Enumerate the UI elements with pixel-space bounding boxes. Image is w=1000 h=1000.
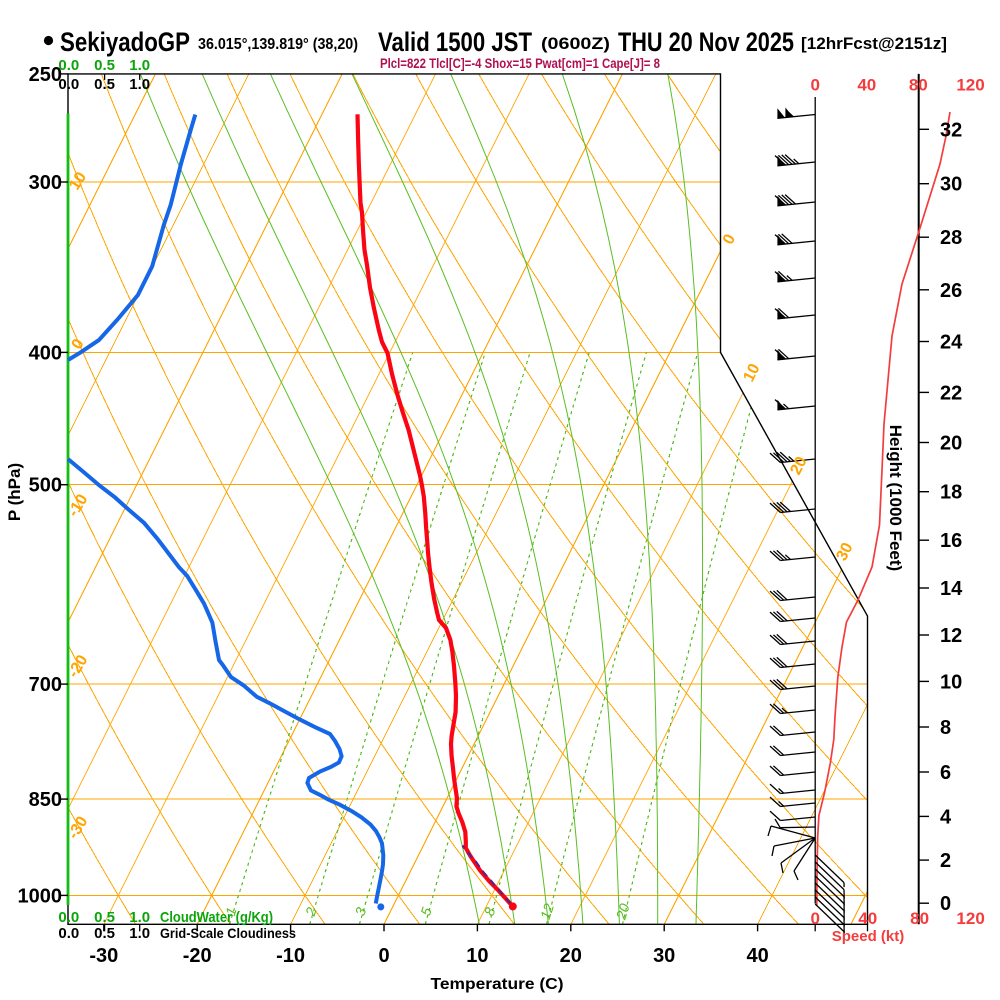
svg-text:0: 0 xyxy=(378,945,389,967)
svg-text:CloudWater (g/Kg): CloudWater (g/Kg) xyxy=(160,909,273,926)
svg-text:2: 2 xyxy=(940,850,951,872)
svg-text:10: 10 xyxy=(940,671,962,693)
svg-text:12: 12 xyxy=(940,625,962,647)
svg-text:0.5: 0.5 xyxy=(94,76,115,93)
svg-text:24: 24 xyxy=(940,332,963,354)
svg-text:Plcl=822 Tlcl[C]=-4 Shox=15 Pw: Plcl=822 Tlcl[C]=-4 Shox=15 Pwat[cm]=1 C… xyxy=(380,56,660,71)
svg-text:0.5: 0.5 xyxy=(94,909,115,926)
svg-text:20: 20 xyxy=(560,945,582,967)
svg-text:1.0: 1.0 xyxy=(129,925,150,942)
svg-text:30: 30 xyxy=(653,945,675,967)
svg-text:250: 250 xyxy=(29,64,62,86)
svg-text:0.5: 0.5 xyxy=(94,925,115,942)
svg-text:0: 0 xyxy=(810,76,819,95)
svg-text:0.0: 0.0 xyxy=(58,57,79,74)
svg-text:22: 22 xyxy=(940,382,962,404)
svg-text:0.5: 0.5 xyxy=(94,57,115,74)
svg-text:700: 700 xyxy=(29,674,62,696)
svg-text:[12hrFcst@2151z]: [12hrFcst@2151z] xyxy=(801,34,947,53)
svg-text:0: 0 xyxy=(940,893,951,915)
svg-text:-30: -30 xyxy=(89,945,118,967)
svg-text:Temperature (C): Temperature (C) xyxy=(431,976,564,993)
svg-text:26: 26 xyxy=(940,280,962,302)
svg-text:SekiyadoGP: SekiyadoGP xyxy=(60,27,190,57)
svg-text:30: 30 xyxy=(833,540,856,564)
svg-text:THU 20 Nov 2025: THU 20 Nov 2025 xyxy=(618,27,794,57)
svg-text:12: 12 xyxy=(537,901,557,921)
svg-text:10: 10 xyxy=(66,169,90,193)
svg-text:1.0: 1.0 xyxy=(129,57,150,74)
svg-text:Height (1000 Feet): Height (1000 Feet) xyxy=(886,425,905,571)
svg-text:4: 4 xyxy=(940,806,952,828)
svg-text:120: 120 xyxy=(956,909,984,928)
svg-text:10: 10 xyxy=(740,361,763,385)
svg-text:(0600Z): (0600Z) xyxy=(541,35,610,53)
svg-text:16: 16 xyxy=(940,530,962,552)
svg-text:14: 14 xyxy=(940,578,963,600)
svg-text:40: 40 xyxy=(857,76,876,95)
svg-text:1.0: 1.0 xyxy=(129,76,150,93)
svg-text:20: 20 xyxy=(612,901,632,922)
svg-text:-20: -20 xyxy=(183,945,212,967)
svg-text:18: 18 xyxy=(940,482,962,504)
svg-text:Grid-Scale Cloudiness: Grid-Scale Cloudiness xyxy=(160,925,296,941)
svg-text:40: 40 xyxy=(746,945,768,967)
svg-text:300: 300 xyxy=(29,172,62,194)
svg-text:20: 20 xyxy=(787,454,810,478)
svg-text:32: 32 xyxy=(940,119,962,141)
svg-text:0.0: 0.0 xyxy=(58,909,79,926)
svg-text:850: 850 xyxy=(29,789,62,811)
svg-text:80: 80 xyxy=(909,76,928,95)
svg-text:28: 28 xyxy=(940,227,962,249)
svg-text:8: 8 xyxy=(940,717,951,739)
svg-text:120: 120 xyxy=(956,76,984,95)
svg-text:0.0: 0.0 xyxy=(58,76,79,93)
svg-text:P (hPa): P (hPa) xyxy=(5,463,24,521)
svg-text:0.0: 0.0 xyxy=(58,925,79,942)
svg-text:80: 80 xyxy=(910,909,929,928)
svg-text:500: 500 xyxy=(29,475,62,497)
svg-text:6: 6 xyxy=(940,762,951,784)
svg-text:-10: -10 xyxy=(276,945,305,967)
svg-text:36.015°,139.819° (38,20): 36.015°,139.819° (38,20) xyxy=(198,36,358,53)
svg-text:1.0: 1.0 xyxy=(129,909,150,926)
svg-text:10: 10 xyxy=(466,945,488,967)
svg-text:1000: 1000 xyxy=(18,885,63,907)
svg-text:20: 20 xyxy=(940,433,962,455)
svg-text:30: 30 xyxy=(940,174,962,196)
svg-text:Speed (kt): Speed (kt) xyxy=(832,928,905,945)
svg-text:Valid 1500 JST: Valid 1500 JST xyxy=(378,27,532,57)
svg-text:40: 40 xyxy=(858,909,877,928)
svg-text:400: 400 xyxy=(29,342,62,364)
svg-text:0: 0 xyxy=(810,909,819,928)
